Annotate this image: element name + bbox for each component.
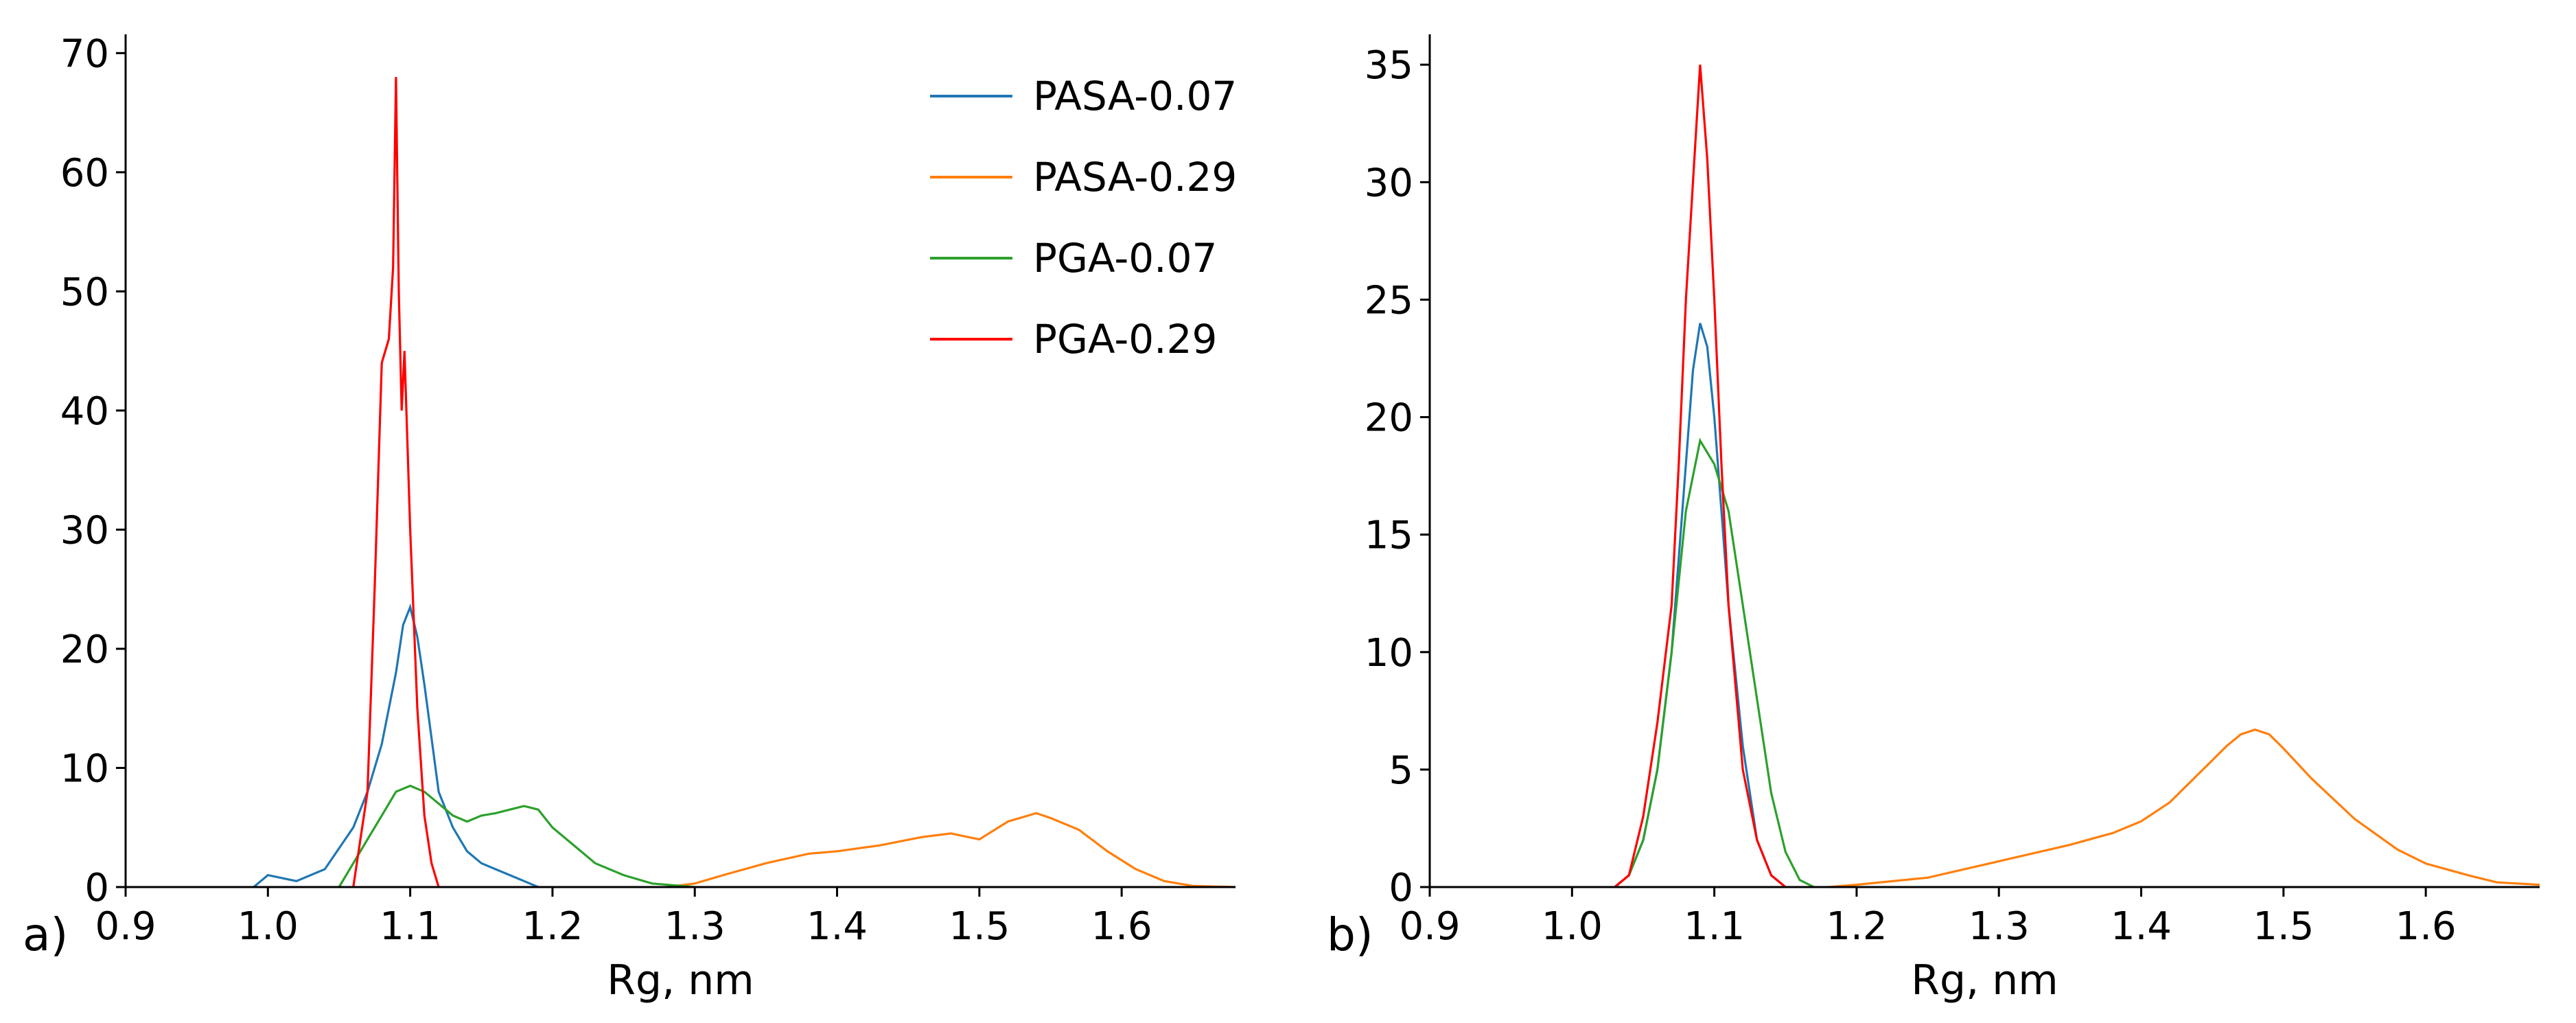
series-line-pga-0-29 xyxy=(1614,65,1787,888)
series-line-pga-0-07 xyxy=(1614,437,1815,888)
series-line-pga-0-29 xyxy=(352,77,440,888)
x-tick-label: 1.0 xyxy=(237,904,299,949)
y-tick-label: 5 xyxy=(1389,748,1413,793)
y-tick-label: 30 xyxy=(1365,161,1413,205)
x-tick-label: 1.2 xyxy=(522,904,583,949)
series-line-pasa-0-29 xyxy=(666,812,1236,888)
x-tick-label: 1.3 xyxy=(664,904,726,949)
x-tick-label: 1.6 xyxy=(2395,904,2457,949)
x-tick-label: 0.9 xyxy=(1399,904,1460,949)
y-tick-label: 50 xyxy=(60,270,109,314)
legend-entry: PASA-0.07 xyxy=(1033,73,1237,119)
y-tick-label: 10 xyxy=(60,746,109,791)
x-axis-label: Rg, nm xyxy=(607,956,754,1004)
panel-label: a) xyxy=(23,908,68,961)
legend: PASA-0.07 PASA-0.29 PGA-0.07 PGA-0.29 xyxy=(930,73,1237,363)
x-tick-label: 0.9 xyxy=(95,904,156,949)
series-line-pga-0-07 xyxy=(338,784,695,888)
x-tick-label: 1.2 xyxy=(1826,904,1887,949)
x-tick-label: 1.1 xyxy=(380,904,441,949)
legend-entry: PASA-0.29 xyxy=(1033,154,1237,200)
x-tick-label: 1.6 xyxy=(1091,904,1152,949)
chart-panel-b: 0.9 1.0 1.1 1.2 1.3 1.4 1.5 1.6 0 5 10 15 20 25 30 35 Rg… xyxy=(1327,34,2540,1004)
x-tick-label: 1.5 xyxy=(2253,904,2314,949)
y-tick-label: 0 xyxy=(84,866,109,910)
y-tick-label: 0 xyxy=(1389,866,1413,910)
series-line-pasa-0-07 xyxy=(253,603,539,888)
y-tick-label: 60 xyxy=(60,151,109,196)
y-tick-label: 20 xyxy=(1365,396,1413,441)
y-tick-label: 10 xyxy=(1365,631,1413,676)
x-tick-label: 1.0 xyxy=(1542,904,1603,949)
y-tick-label: 35 xyxy=(1365,43,1413,88)
x-tick-label: 1.5 xyxy=(949,904,1010,949)
y-tick-label: 40 xyxy=(60,389,109,434)
x-tick-label: 1.3 xyxy=(1969,904,2030,949)
panel-label: b) xyxy=(1327,908,1373,961)
y-tick-label: 30 xyxy=(60,508,109,553)
y-tick-label: 20 xyxy=(60,628,109,672)
x-tick-label: 1.1 xyxy=(1684,904,1745,949)
x-tick-label: 1.4 xyxy=(807,904,868,949)
y-tick-label: 25 xyxy=(1365,278,1413,323)
series-line-pasa-0-29 xyxy=(1828,728,2540,888)
y-tick-label: 15 xyxy=(1365,514,1413,558)
legend-entry: PGA-0.07 xyxy=(1033,235,1217,281)
series-line-pasa-0-07 xyxy=(1614,323,1787,888)
x-axis-label: Rg, nm xyxy=(1911,956,2058,1004)
x-tick-label: 1.4 xyxy=(2111,904,2172,949)
legend-entry: PGA-0.29 xyxy=(1033,316,1217,363)
chart-panel-a: 0.9 1.0 1.1 1.2 1.3 1.4 1.5 1.6 0 10 20 30 40 50 60 70 R… xyxy=(23,32,1237,1004)
y-tick-label: 70 xyxy=(60,32,109,76)
